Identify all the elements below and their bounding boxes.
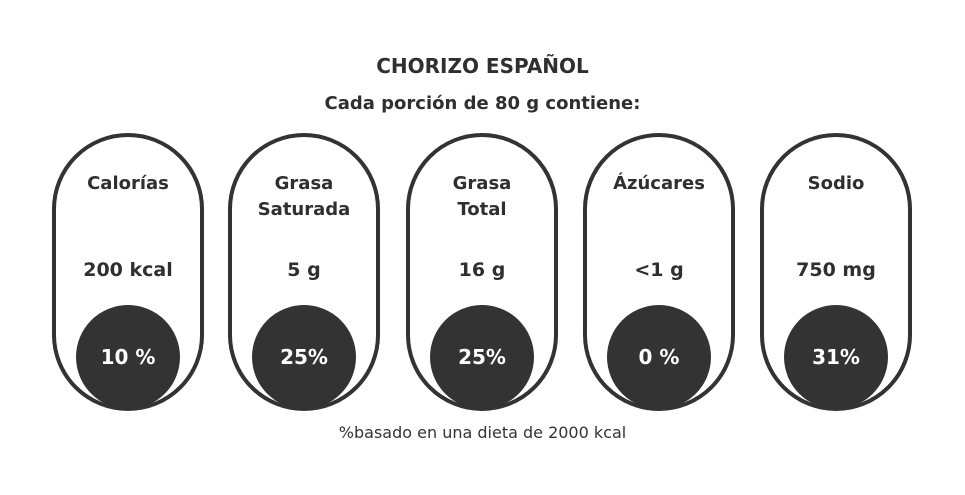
percent-badge: 25% — [430, 305, 534, 409]
footnote: %basado en una dieta de 2000 kcal — [338, 423, 627, 442]
subtitle: Cada porción de 80 g contiene: — [324, 93, 641, 114]
nutrient-pill: Ázúcares <1 g 0 % — [583, 133, 735, 411]
percent-badge: 0 % — [607, 305, 711, 409]
nutrient-amount: 16 g — [458, 259, 506, 281]
percent-badge: 25% — [252, 305, 356, 409]
nutrient-amount: 5 g — [287, 259, 321, 281]
percent-badge: 10 % — [76, 305, 180, 409]
nutrient-pill: Calorías 200 kcal 10 % — [52, 133, 204, 411]
nutrient-name: Calorías — [56, 171, 200, 197]
nutrient-name: Sodio — [764, 171, 908, 197]
nutrient-amount: 750 mg — [796, 259, 876, 281]
title: CHORIZO ESPAÑOL — [376, 54, 589, 78]
nutrient-amount: <1 g — [634, 259, 684, 281]
nutrient-pill: Sodio 750 mg 31% — [760, 133, 912, 411]
name-line: Ázúcares — [613, 173, 705, 194]
name-line: Total — [457, 199, 507, 220]
nutrient-name: Grasa Total — [410, 171, 554, 223]
name-line: Sodio — [807, 173, 865, 194]
name-line: Grasa — [274, 173, 334, 194]
nutrient-pill: Grasa Saturada 5 g 25% — [228, 133, 380, 411]
nutrient-name: Grasa Saturada — [232, 171, 376, 223]
nutrient-name: Ázúcares — [587, 171, 731, 197]
nutrient-amount: 200 kcal — [83, 259, 173, 281]
name-line: Calorías — [87, 173, 169, 194]
nutrient-pill: Grasa Total 16 g 25% — [406, 133, 558, 411]
name-line: Saturada — [257, 199, 351, 220]
percent-badge: 31% — [784, 305, 888, 409]
name-line: Grasa — [452, 173, 512, 194]
